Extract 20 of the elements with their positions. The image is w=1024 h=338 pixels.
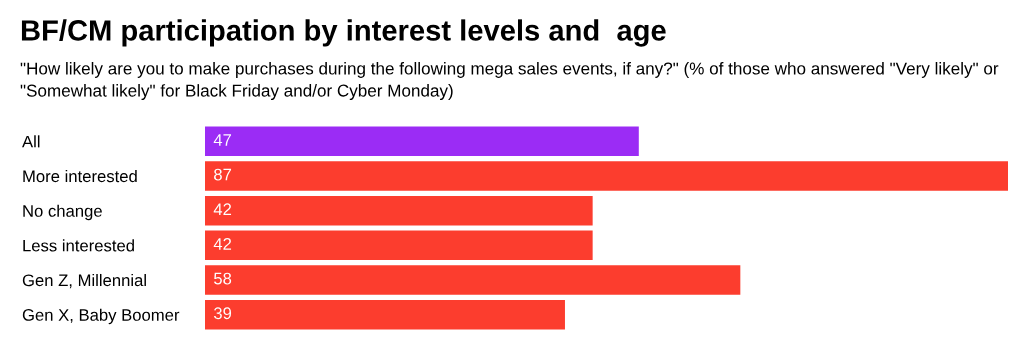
bar [205,126,639,157]
y-tick-label: Gen Z, Millennial [22,273,146,289]
y-tick-label: All [22,135,40,148]
data-label: 58 [214,272,232,285]
bar [205,195,593,226]
y-tick-label: Less interested [23,239,134,252]
data-label: 42 [213,203,232,215]
chart-subtitle: "How likely are you to make purchases during the following mega sales events, if any?" (% of those who answered "Very likely" or "Somewhat likely" for Black Friday and/or Cyber Monday) [20,62,999,101]
data-label: 39 [213,307,232,320]
bar [205,230,593,261]
data-label: 87 [214,168,232,181]
chart-title: BF/CM participation by interest levels and age [21,19,666,47]
bar [205,161,1008,191]
data-label: 47 [213,134,232,146]
y-tick-label: No change [23,204,102,221]
bar [205,265,741,295]
data-label: 42 [213,238,232,250]
y-tick-label: More interested [23,169,137,183]
y-tick-label: Gen X, Baby Boomer [22,308,180,325]
bar [205,299,565,330]
